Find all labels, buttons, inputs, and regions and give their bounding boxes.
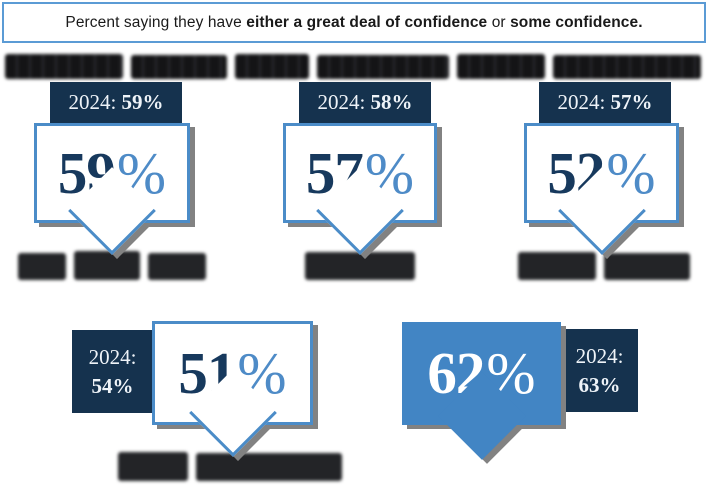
badge-year: 2024: xyxy=(575,344,624,369)
redacted-subtitle-strip xyxy=(5,54,707,79)
redacted-text-block xyxy=(604,253,690,280)
header-text-prefix: Percent saying they have xyxy=(65,13,247,31)
header-banner: Percent saying they have either a great … xyxy=(2,2,706,43)
badge-year: 2024: xyxy=(557,90,606,114)
redacted-text-block xyxy=(131,55,227,79)
redacted-text-block xyxy=(5,54,123,79)
badge-year: 2024: xyxy=(68,90,117,114)
header-text-bold2: some confidence. xyxy=(510,13,643,31)
badge-value: 54% xyxy=(91,373,134,398)
redacted-label-1 xyxy=(18,251,210,280)
redacted-text-block xyxy=(317,55,449,79)
speech-bubble-4: 51% xyxy=(152,321,313,457)
redacted-text-block xyxy=(553,55,701,79)
redacted-text-block xyxy=(305,252,415,280)
redacted-text-block xyxy=(518,252,596,280)
badge-year: 2024: xyxy=(88,345,137,370)
speech-bubble-5: 62% xyxy=(402,322,561,460)
speech-bubble-1: 59% xyxy=(34,123,190,255)
header-text-middle: or xyxy=(487,13,511,31)
badge-2024-bubble4: 2024: 54% xyxy=(72,330,153,413)
badge-value: 58% xyxy=(370,90,413,114)
header-text-bold1: either a great deal of confidence xyxy=(246,13,488,31)
badge-2024-bubble3: 2024: 57% xyxy=(539,82,671,123)
redacted-text-block xyxy=(457,54,545,79)
redacted-text-block xyxy=(18,253,66,280)
redacted-text-block xyxy=(235,54,309,79)
speech-bubble-2: 57% xyxy=(283,123,437,255)
redacted-label-3 xyxy=(518,251,696,280)
badge-year: 2024: xyxy=(317,90,366,114)
speech-bubble-3: 52% xyxy=(524,123,679,255)
badge-value: 59% xyxy=(121,90,164,114)
redacted-text-block xyxy=(196,453,342,481)
badge-2024-bubble5: 2024: 63% xyxy=(561,329,638,412)
badge-2024-bubble1: 2024: 59% xyxy=(50,82,182,123)
redacted-text-block xyxy=(148,253,206,280)
redacted-label-2 xyxy=(305,251,419,280)
redacted-text-block xyxy=(74,251,140,280)
badge-value: 57% xyxy=(610,90,653,114)
redacted-text-block xyxy=(118,452,188,481)
badge-2024-bubble2: 2024: 58% xyxy=(299,82,431,123)
badge-value: 63% xyxy=(578,372,621,397)
redacted-label-4 xyxy=(118,451,346,481)
